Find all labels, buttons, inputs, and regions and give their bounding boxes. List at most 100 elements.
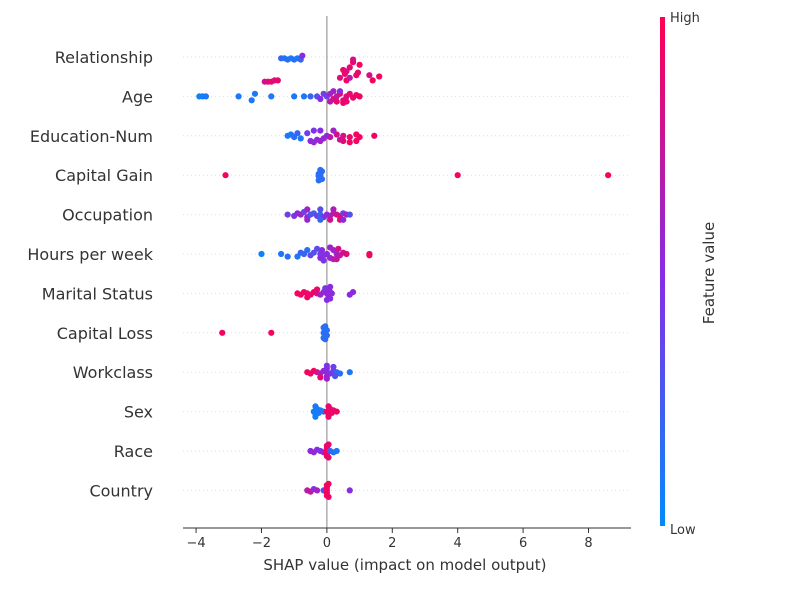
shap-point xyxy=(291,93,298,100)
shap-point xyxy=(297,135,304,142)
points-layer xyxy=(196,52,612,500)
x-tick-label: 0 xyxy=(323,536,331,551)
shap-point xyxy=(369,77,376,84)
shap-point xyxy=(315,170,322,177)
x-tick-label: 4 xyxy=(454,536,462,551)
shap-point xyxy=(346,211,353,218)
shap-point xyxy=(268,329,275,336)
shap-point xyxy=(349,56,357,63)
shap-point xyxy=(317,374,324,381)
shap-point xyxy=(340,216,347,223)
feature-label: Education-Num xyxy=(30,127,153,146)
shap-point xyxy=(248,97,255,104)
shap-point xyxy=(294,130,301,137)
shap-point xyxy=(346,134,353,141)
shap-point xyxy=(325,403,332,410)
feature-label: Workclass xyxy=(73,363,153,382)
shap-point xyxy=(323,296,330,303)
shap-point xyxy=(312,413,319,420)
shap-point xyxy=(323,327,330,334)
shap-point xyxy=(268,93,275,100)
shap-point xyxy=(330,88,337,95)
shap-point xyxy=(335,245,342,252)
shap-point xyxy=(202,93,209,100)
feature-label: Hours per week xyxy=(27,245,153,264)
shap-point xyxy=(304,294,311,301)
feature-label: Relationship xyxy=(55,48,153,67)
shap-point xyxy=(327,244,334,251)
colorbar-title: Feature value xyxy=(700,222,718,324)
shap-point xyxy=(356,93,363,100)
shap-point xyxy=(274,77,281,84)
shap-point xyxy=(317,206,324,213)
shap-point xyxy=(341,70,348,77)
shap-point xyxy=(313,245,321,252)
shap-point xyxy=(307,93,314,100)
shap-point xyxy=(320,90,327,97)
feature-label: Capital Loss xyxy=(57,324,153,343)
shap-point xyxy=(330,256,337,263)
shap-point xyxy=(330,127,337,134)
shap-point xyxy=(366,72,373,79)
shap-point xyxy=(349,289,357,296)
shap-point xyxy=(327,216,334,223)
shap-point xyxy=(336,88,344,95)
feature-label: Occupation xyxy=(62,206,153,225)
shap-point xyxy=(366,252,373,259)
shap-point xyxy=(310,127,317,134)
shap-point xyxy=(336,370,344,377)
shap-point xyxy=(356,61,363,68)
shap-point xyxy=(327,98,334,105)
shap-point xyxy=(320,257,327,264)
shap-point xyxy=(278,250,285,258)
shap-point xyxy=(323,362,330,369)
shap-point xyxy=(331,373,339,380)
shap-point xyxy=(346,369,353,376)
shap-point xyxy=(317,216,324,223)
shap-point xyxy=(304,130,311,137)
shap-point xyxy=(325,480,332,487)
shap-point xyxy=(304,247,311,254)
shap-point xyxy=(299,52,306,59)
colorbar xyxy=(660,17,665,526)
shap-point xyxy=(304,216,311,223)
shap-point xyxy=(330,206,337,213)
shap-point xyxy=(325,441,332,448)
feature-label: Capital Gain xyxy=(55,166,153,185)
colorbar-low-label: Low xyxy=(670,523,696,538)
feature-label: Age xyxy=(122,87,153,106)
shap-point xyxy=(323,375,330,382)
shap-point xyxy=(219,329,226,336)
shap-point xyxy=(454,172,461,179)
shap-point xyxy=(346,74,353,81)
shap-point xyxy=(343,98,350,105)
feature-label: Marital Status xyxy=(42,284,153,303)
feature-label: Sex xyxy=(124,403,153,422)
x-tick-label: 2 xyxy=(388,536,396,551)
shap-point xyxy=(284,211,291,218)
shap-point xyxy=(313,487,321,494)
shap-point xyxy=(325,493,332,500)
shap-point xyxy=(325,413,332,420)
shap-point xyxy=(327,283,334,290)
shap-point xyxy=(235,93,242,100)
x-axis-label: SHAP value (impact on model output) xyxy=(263,556,546,574)
row-guides xyxy=(183,56,631,491)
x-tick-label: 8 xyxy=(584,536,592,551)
shap-point xyxy=(336,74,344,81)
shap-point xyxy=(346,139,353,146)
shap-point xyxy=(336,136,344,143)
shap-point xyxy=(284,253,291,260)
x-tick-label: −4 xyxy=(186,536,205,551)
shap-point xyxy=(333,98,340,105)
shap-point xyxy=(605,172,612,179)
shap-point xyxy=(325,454,332,461)
x-ticks: −4 −2 0 2 4 6 8 xyxy=(186,528,593,551)
shap-point xyxy=(327,134,334,141)
shap-point xyxy=(343,250,350,258)
shap-point xyxy=(354,69,362,76)
feature-label: Country xyxy=(89,481,153,500)
shap-point xyxy=(258,250,265,258)
